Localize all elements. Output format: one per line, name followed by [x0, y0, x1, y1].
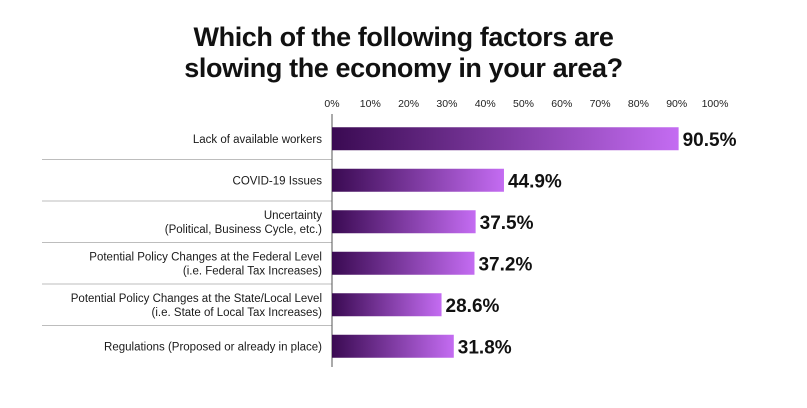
category-label: Potential Policy Changes at the State/Lo…	[71, 293, 322, 305]
x-tick-label: 10%	[360, 98, 381, 110]
x-tick-label: 100%	[702, 98, 729, 110]
category-labels: Lack of available workers COVID-19 Issues…	[71, 134, 322, 354]
x-tick-label: 40%	[475, 98, 496, 110]
value-label: 90.5%	[683, 130, 737, 151]
value-label: 37.5%	[480, 213, 534, 234]
x-tick-label: 50%	[513, 98, 534, 110]
bar	[332, 293, 442, 317]
x-tick-label: 80%	[628, 98, 649, 110]
bar	[332, 334, 454, 358]
bar	[332, 127, 679, 151]
row-separators	[42, 159, 332, 326]
chart-title-line-2: slowing the economy in your area?	[184, 53, 623, 83]
category-label: (i.e. State of Local Tax Increases)	[152, 307, 323, 319]
category-label: Potential Policy Changes at the Federal …	[89, 251, 322, 263]
value-label: 44.9%	[508, 171, 562, 192]
x-tick-label: 20%	[398, 98, 419, 110]
chart-title-line-1: Which of the following factors are	[193, 22, 614, 52]
value-label: 28.6%	[446, 296, 500, 317]
category-label: Uncertainty	[264, 210, 322, 222]
x-tick-label: 90%	[666, 98, 687, 110]
category-label: (Political, Business Cycle, etc.)	[165, 224, 322, 236]
value-labels: 90.5% 44.9% 37.5% 37.2% 28.6% 31.8%	[446, 130, 737, 359]
value-label: 37.2%	[478, 254, 532, 275]
x-tick-label: 60%	[551, 98, 572, 110]
bar	[332, 251, 475, 275]
chart-title: Which of the following factors are slowi…	[0, 22, 807, 84]
x-tick-label: 30%	[436, 98, 457, 110]
bar	[332, 210, 476, 234]
category-label: (i.e. Federal Tax Increases)	[183, 265, 322, 277]
value-label: 31.8%	[458, 337, 512, 358]
x-axis-ticks: 0% 10% 20% 30% 40% 50% 60% 70% 80% 90% 100%	[324, 98, 728, 110]
category-label: COVID-19 Issues	[233, 175, 323, 187]
category-label: Regulations (Proposed or already in plac…	[104, 341, 322, 353]
x-tick-label: 0%	[324, 98, 339, 110]
x-tick-label: 70%	[590, 98, 611, 110]
category-label: Lack of available workers	[193, 134, 322, 146]
bar	[332, 168, 504, 192]
bars	[332, 127, 679, 358]
